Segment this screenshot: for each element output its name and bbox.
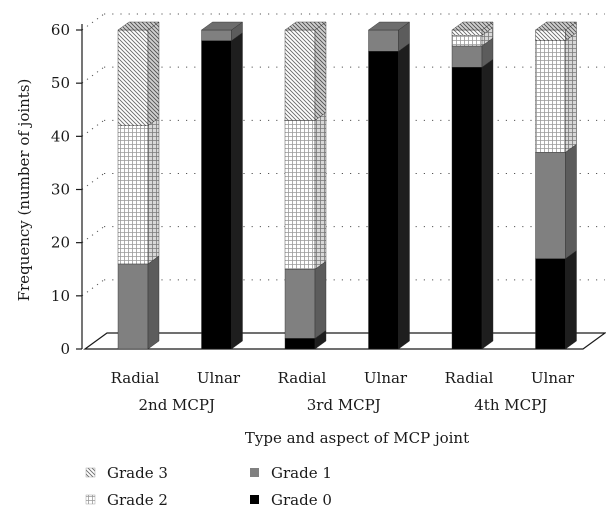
bar-ulnar-6-grade-3 [535, 29, 566, 41]
bar-radial-1-grade-3-top [117, 21, 160, 31]
gridline-side [81, 173, 105, 190]
bar-radial-1-grade-1-side [147, 255, 160, 350]
bar-ulnar-2-grade-1-top [200, 21, 244, 31]
bar-radial-3-grade-3 [284, 29, 316, 121]
bar-ulnar-6-grade-1 [535, 152, 566, 259]
legend-swatch-grade-3 [85, 467, 96, 478]
bar-ulnar-6-grade-3-top [534, 21, 578, 31]
bar-radial-1-grade-1 [117, 263, 149, 350]
bar-ulnar-4-grade-1-top [367, 21, 411, 31]
x-axis-title: Type and aspect of MCP joint [245, 429, 469, 447]
x-group-label: 3rd MCPJ [307, 396, 381, 414]
bar-radial-1-grade-3 [117, 29, 149, 126]
legend: Grade 3 Grade 2 Grade 1 Grade 0 [85, 464, 332, 509]
bar-ulnar-6-grade-0-side [565, 250, 577, 350]
y-tick-label: 30 [51, 181, 70, 199]
bar-radial-5-grade-3-top [451, 21, 494, 31]
gridline-side [81, 13, 105, 31]
bar-radial-3-grade-2-side [314, 111, 327, 270]
bar-ulnar-4-grade-1 [368, 29, 399, 52]
bar-ulnar-4-grade-0 [368, 51, 399, 350]
y-tick-label: 0 [60, 340, 70, 358]
gridline-side [81, 66, 105, 84]
bar-radial-5-grade-2 [451, 35, 483, 47]
y-tick-label: 50 [51, 74, 70, 92]
bars [117, 21, 578, 350]
legend-label-grade-0: Grade 0 [271, 491, 332, 509]
gridline-side [81, 226, 105, 244]
x-group-label: 2nd MCPJ [138, 396, 215, 414]
x-category-label: Ulnar [197, 369, 241, 387]
y-axis-title: Frequency (number of joints) [15, 79, 33, 302]
bar-ulnar-6-grade-1-side [565, 143, 577, 260]
legend-label-grade-3: Grade 3 [107, 464, 168, 482]
axes: 0 10 20 30 40 50 60 Radial Ulnar Radial Ulnar Radia… [15, 21, 575, 447]
legend-label-grade-1: Grade 1 [271, 464, 332, 482]
y-tick-label: 20 [51, 234, 70, 252]
x-group-label: 4th MCPJ [474, 396, 547, 414]
bar-radial-5-grade-3 [451, 29, 483, 36]
legend-swatch-grade-0 [250, 495, 259, 504]
bar-ulnar-6-grade-0 [535, 258, 566, 350]
legend-swatch-grade-1 [250, 468, 259, 477]
bar-radial-1-grade-3-side [147, 21, 160, 127]
bar-radial-5-grade-0-side [481, 58, 494, 350]
chart-floor [83, 332, 606, 350]
bar-radial-3-grade-1 [284, 269, 316, 339]
bar-ulnar-2-grade-1 [201, 29, 232, 41]
bar-radial-3-grade-3-top [284, 21, 327, 31]
bar-ulnar-6-grade-2 [535, 40, 566, 153]
gridlines [81, 13, 605, 297]
bar-radial-3-grade-3-side [314, 21, 327, 121]
floor-plane [83, 332, 606, 350]
bar-ulnar-2-grade-0 [201, 40, 232, 350]
bar-radial-3-grade-0 [284, 338, 316, 350]
x-category-label: Ulnar [531, 369, 575, 387]
y-tick-label: 10 [51, 287, 70, 305]
gridline-side [81, 119, 105, 137]
legend-label-grade-2: Grade 2 [107, 491, 168, 509]
bar-radial-1-grade-2 [117, 125, 149, 265]
bar-ulnar-6-grade-2-side [565, 32, 577, 153]
legend-swatch-grade-2 [85, 494, 96, 505]
x-category-label: Radial [278, 369, 327, 387]
bar-radial-3-grade-1-side [314, 260, 327, 339]
bar-ulnar-2-grade-0-side [231, 32, 243, 350]
x-category-label: Radial [111, 369, 160, 387]
bar-ulnar-4-grade-0-side [398, 42, 410, 350]
bar-radial-5-grade-1 [451, 45, 483, 68]
bar-radial-5-grade-0 [451, 67, 483, 350]
gridline-side [81, 279, 105, 297]
y-tick-label: 40 [51, 127, 70, 145]
bar-radial-3-grade-2 [284, 120, 316, 270]
x-category-label: Ulnar [364, 369, 408, 387]
bar-radial-1-grade-2-side [147, 117, 160, 265]
y-tick-label: 60 [51, 21, 70, 39]
x-category-label: Radial [445, 369, 494, 387]
